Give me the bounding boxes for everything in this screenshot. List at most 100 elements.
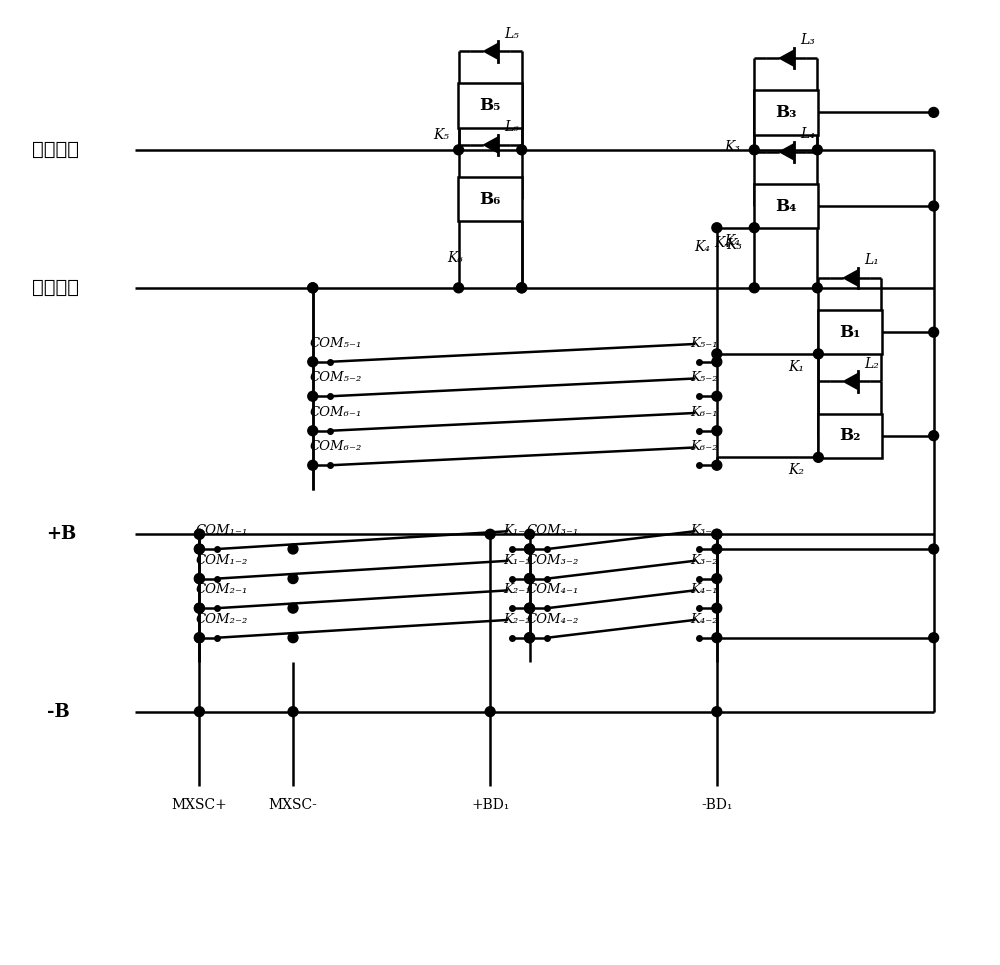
Circle shape bbox=[525, 603, 534, 613]
Text: L₅: L₅ bbox=[504, 27, 519, 41]
Text: COM₃₋₂: COM₃₋₂ bbox=[526, 554, 578, 566]
Circle shape bbox=[194, 530, 204, 539]
Bar bbox=[818, 414, 882, 457]
Circle shape bbox=[929, 544, 939, 554]
Circle shape bbox=[194, 530, 204, 539]
Circle shape bbox=[712, 460, 722, 470]
Circle shape bbox=[929, 633, 939, 643]
Text: K₂: K₂ bbox=[789, 463, 805, 477]
Text: COM₁₋₂: COM₁₋₂ bbox=[196, 554, 248, 566]
Circle shape bbox=[454, 145, 464, 154]
Circle shape bbox=[194, 573, 204, 584]
Text: B₃: B₃ bbox=[775, 104, 797, 121]
Circle shape bbox=[525, 544, 534, 554]
Circle shape bbox=[308, 460, 318, 470]
Circle shape bbox=[525, 573, 534, 584]
Circle shape bbox=[194, 544, 204, 554]
Bar bbox=[754, 91, 818, 134]
Circle shape bbox=[929, 430, 939, 441]
Circle shape bbox=[308, 283, 318, 292]
Polygon shape bbox=[778, 49, 794, 67]
Circle shape bbox=[712, 530, 722, 539]
Text: K₂₋₂: K₂₋₂ bbox=[503, 613, 531, 626]
Circle shape bbox=[194, 633, 204, 643]
Text: COM₄₋₂: COM₄₋₂ bbox=[526, 613, 578, 626]
Circle shape bbox=[194, 706, 204, 717]
Circle shape bbox=[194, 633, 204, 643]
Circle shape bbox=[929, 327, 939, 337]
Polygon shape bbox=[842, 269, 858, 287]
Circle shape bbox=[749, 283, 759, 292]
Text: K₆: K₆ bbox=[448, 251, 464, 265]
Text: COM₃₋₁: COM₃₋₁ bbox=[526, 524, 578, 538]
Text: L₁: L₁ bbox=[864, 253, 879, 267]
Circle shape bbox=[712, 544, 722, 554]
Bar bbox=[458, 177, 522, 221]
Circle shape bbox=[525, 573, 534, 584]
Circle shape bbox=[454, 283, 464, 292]
Text: -B: -B bbox=[47, 703, 69, 721]
Text: K₄: K₄ bbox=[714, 235, 730, 250]
Circle shape bbox=[712, 426, 722, 435]
Text: -BD₁: -BD₁ bbox=[701, 798, 733, 813]
Circle shape bbox=[525, 544, 534, 554]
Text: L₆: L₆ bbox=[504, 121, 519, 134]
Text: K₆₋₁: K₆₋₁ bbox=[690, 406, 718, 419]
Text: COM₆₋₁: COM₆₋₁ bbox=[309, 406, 362, 419]
Text: K₅₋₁: K₅₋₁ bbox=[690, 337, 718, 350]
Text: K₂₋₁: K₂₋₁ bbox=[503, 583, 531, 596]
Circle shape bbox=[929, 201, 939, 211]
Circle shape bbox=[712, 357, 722, 367]
Text: +B: +B bbox=[47, 525, 77, 543]
Circle shape bbox=[712, 706, 722, 717]
Polygon shape bbox=[482, 136, 498, 153]
Circle shape bbox=[308, 426, 318, 435]
Circle shape bbox=[194, 603, 204, 613]
Bar bbox=[818, 310, 882, 354]
Text: 并网控制: 并网控制 bbox=[32, 279, 79, 297]
Circle shape bbox=[712, 223, 722, 233]
Circle shape bbox=[712, 603, 722, 613]
Text: K₃: K₃ bbox=[725, 140, 741, 153]
Text: COM₄₋₁: COM₄₋₁ bbox=[526, 583, 578, 596]
Text: MXSC-: MXSC- bbox=[269, 798, 317, 813]
Text: MXSC+: MXSC+ bbox=[172, 798, 227, 813]
Text: 断网控制: 断网控制 bbox=[32, 141, 79, 159]
Circle shape bbox=[813, 453, 823, 462]
Text: COM₅₋₂: COM₅₋₂ bbox=[309, 372, 362, 384]
Text: B₄: B₄ bbox=[775, 198, 797, 214]
Text: K₁₋₂: K₁₋₂ bbox=[503, 554, 531, 566]
Circle shape bbox=[288, 544, 298, 554]
Text: K₅₋₂: K₅₋₂ bbox=[690, 372, 718, 384]
Bar bbox=[458, 83, 522, 127]
Text: K₆₋₂: K₆₋₂ bbox=[690, 440, 718, 454]
Circle shape bbox=[712, 573, 722, 584]
Text: B₅: B₅ bbox=[479, 97, 501, 114]
Circle shape bbox=[288, 706, 298, 717]
Circle shape bbox=[929, 107, 939, 118]
Circle shape bbox=[288, 603, 298, 613]
Polygon shape bbox=[778, 143, 794, 160]
Circle shape bbox=[813, 349, 823, 359]
Text: K₄: K₄ bbox=[694, 240, 710, 255]
Circle shape bbox=[194, 573, 204, 584]
Text: +BD₁: +BD₁ bbox=[471, 798, 509, 813]
Circle shape bbox=[517, 283, 527, 292]
Text: COM₅₋₁: COM₅₋₁ bbox=[309, 337, 362, 350]
Text: K₅: K₅ bbox=[433, 128, 449, 142]
Circle shape bbox=[525, 633, 534, 643]
Circle shape bbox=[485, 530, 495, 539]
Circle shape bbox=[288, 573, 298, 584]
Circle shape bbox=[812, 283, 822, 292]
Text: COM₂₋₂: COM₂₋₂ bbox=[196, 613, 248, 626]
Circle shape bbox=[525, 633, 534, 643]
Circle shape bbox=[517, 283, 527, 292]
Polygon shape bbox=[482, 42, 498, 60]
Circle shape bbox=[525, 603, 534, 613]
Text: K₃₋₂: K₃₋₂ bbox=[690, 554, 718, 566]
Text: K₁: K₁ bbox=[789, 360, 805, 373]
Circle shape bbox=[308, 357, 318, 367]
Text: K₄₋₁: K₄₋₁ bbox=[690, 583, 718, 596]
Text: K₄₋₂: K₄₋₂ bbox=[690, 613, 718, 626]
Circle shape bbox=[288, 633, 298, 643]
